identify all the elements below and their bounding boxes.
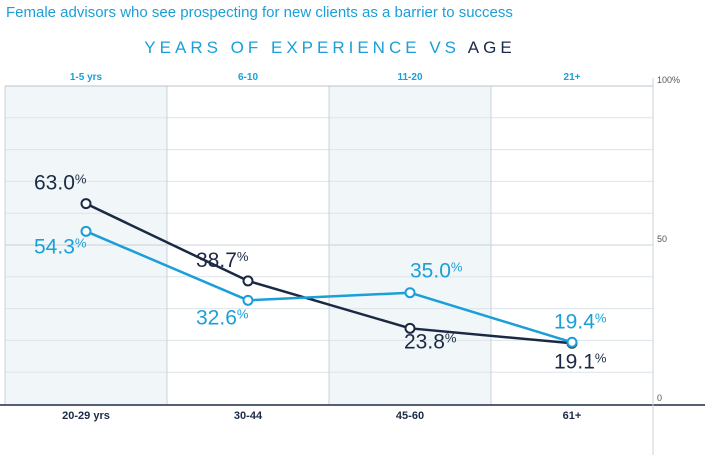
bottom-category-label: 45-60 (396, 410, 424, 422)
top-category-label: 1-5 yrs (70, 72, 103, 83)
series-line (85, 202, 573, 345)
data-point (404, 287, 416, 299)
subtitle-experience: YEARS OF EXPERIENCE (144, 38, 421, 57)
data-label: 63.0% (34, 172, 87, 195)
y-tick-label: 0 (657, 393, 662, 403)
percent-sign: % (451, 260, 463, 275)
bottom-category-label: 61+ (563, 410, 582, 422)
data-label: 38.7% (196, 249, 249, 272)
percent-sign: % (75, 235, 87, 250)
data-label: 19.4% (554, 310, 607, 333)
data-label: 32.6% (196, 306, 249, 329)
percent-sign: % (445, 330, 457, 345)
subtitle-age: AGE (467, 38, 516, 57)
series-line (85, 230, 573, 344)
data-point (566, 336, 578, 348)
y-tick-label: 50 (657, 234, 667, 244)
chart-subtitle: YEARS OF EXPERIENCE VS AGE (0, 38, 660, 58)
data-point (242, 275, 254, 287)
data-label: 23.8% (404, 330, 457, 353)
percent-sign: % (595, 350, 607, 365)
bottom-category-label: 30-44 (234, 410, 263, 422)
data-point (242, 294, 254, 306)
data-point (80, 225, 92, 237)
data-point (404, 322, 416, 334)
subtitle-vs: VS (429, 38, 460, 57)
top-category-label: 21+ (564, 72, 581, 83)
y-tick-label: 100% (657, 75, 680, 85)
bottom-category-label: 20-29 yrs (62, 410, 110, 422)
top-category-label: 11-20 (397, 72, 422, 83)
percent-sign: % (237, 249, 249, 264)
top-category-label: 6-10 (238, 72, 258, 83)
data-label: 54.3% (34, 235, 87, 258)
data-label: 19.1% (554, 350, 607, 373)
percent-sign: % (595, 310, 607, 325)
chart-title: Female advisors who see prospecting for … (6, 4, 513, 21)
percent-sign: % (75, 172, 87, 187)
percent-sign: % (237, 306, 249, 321)
data-label: 35.0% (410, 260, 463, 283)
data-point (80, 198, 92, 210)
